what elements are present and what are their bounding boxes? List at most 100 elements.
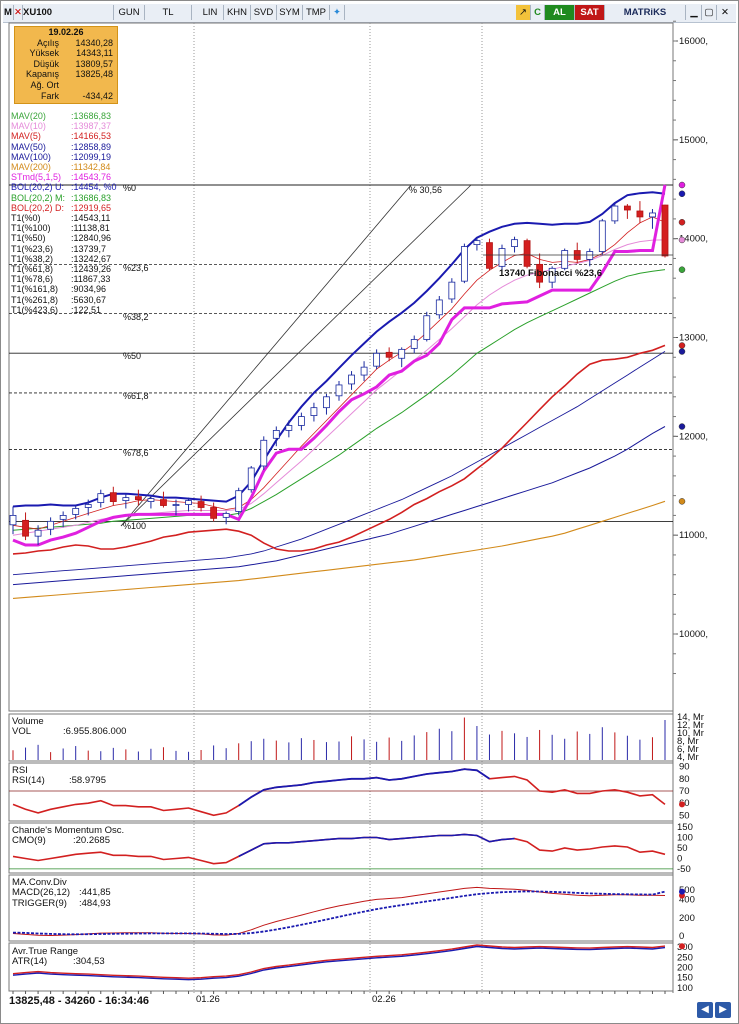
candle-body	[22, 519, 29, 537]
candle-body	[210, 507, 218, 519]
symbol-field[interactable]: XU100	[23, 5, 114, 20]
volume-sub: VOL	[12, 726, 31, 737]
svd-button[interactable]: SVD	[251, 5, 277, 20]
candle-body	[72, 508, 80, 515]
cmo-tick-label: 0	[677, 853, 682, 864]
ohlc-info-box: 19.02.26 Açılış 14340,28 Yüksek 14343,11 D…	[14, 26, 118, 104]
legend-item: T1(%261,8):5630,67	[11, 295, 117, 305]
tmp-button[interactable]: TMP	[303, 5, 330, 20]
candle-body	[185, 500, 192, 505]
candle-body	[511, 239, 518, 247]
lin-button[interactable]: LIN	[197, 5, 224, 20]
candle-body	[9, 515, 17, 526]
legend-name: MAV(100)	[11, 151, 51, 162]
legend-item: MAV(20):13686,83	[11, 111, 117, 121]
legend-name: MAV(200)	[11, 162, 51, 173]
legend-item: MAV(5):14166,53	[11, 131, 117, 141]
legend-item: BOL(20,2) D::12919,65	[11, 203, 117, 213]
maximize-icon[interactable]: ▢	[702, 5, 717, 20]
legend-item: T1(%61,8):12439,26	[11, 264, 117, 274]
atr-title: Avr.True Range	[12, 946, 78, 957]
menu-m-icon[interactable]: M	[3, 5, 14, 20]
period-gun-button[interactable]: GUN	[114, 5, 145, 20]
legend-item: MAV(200):11342,84	[11, 162, 117, 172]
legend-item: MAV(10):13987,37	[11, 121, 117, 131]
atr-sub: ATR(14)	[12, 956, 47, 967]
legend-name: T1(%50)	[11, 233, 46, 244]
rsi-sub: RSI(14)	[12, 775, 45, 786]
info-value: 14340,28	[75, 37, 113, 48]
indicator-panel-frame	[8, 874, 674, 942]
khn-button[interactable]: KHN	[224, 5, 251, 20]
info-row: Açılış 14340,28	[15, 38, 117, 49]
volume-value: :6.955.806.000	[63, 726, 126, 737]
candle-body	[423, 315, 431, 340]
indicator-marker	[678, 236, 686, 244]
macd-tick-label: 0	[679, 931, 684, 942]
fib-level-label: %61,8	[123, 391, 149, 401]
scroll-right-icon[interactable]: ▶	[715, 1002, 731, 1018]
candle-body	[122, 497, 130, 501]
candle-body	[460, 246, 468, 282]
legend-value: :14543,76	[71, 172, 112, 183]
legend-name: T1(%0)	[11, 213, 41, 224]
indicator-panel-frame	[8, 822, 674, 874]
cmo-sub: CMO(9)	[12, 835, 46, 846]
sell-sat-button[interactable]: SAT	[575, 5, 605, 20]
candle-body	[310, 407, 318, 416]
legend-value: :13739,7	[71, 243, 107, 254]
legend-name: BOL(20,2) D:	[11, 202, 65, 213]
legend-item: T1(%78,6):11867,33	[11, 274, 117, 284]
alert-icon[interactable]: ↗	[516, 5, 531, 20]
legend-name: T1(%78,6)	[11, 274, 54, 285]
candle-body	[548, 267, 556, 283]
legend-value: :13242,67	[71, 253, 112, 264]
info-date: 19.02.26	[48, 27, 84, 37]
legend-name: T1(%423,6)	[11, 304, 59, 315]
info-row: Fark -434,42	[15, 91, 117, 102]
fibonacci-annotation: 13740 Fibonacci %23,6	[499, 268, 602, 279]
supertrend-line	[12, 184, 667, 547]
twitter-icon[interactable]: ✦	[330, 5, 345, 20]
candle-body	[59, 515, 67, 520]
candle-body	[285, 425, 293, 431]
atr-tick-label: 300	[677, 942, 693, 953]
candle-body	[523, 240, 531, 267]
candle-body	[172, 504, 180, 506]
macd-line	[12, 886, 666, 937]
mav50-line	[12, 351, 666, 576]
fib-level-label: %100	[123, 521, 146, 531]
volume-tick-label: 8, Mr	[677, 736, 699, 747]
candle-body	[561, 250, 569, 269]
indicator-marker	[678, 342, 686, 349]
mav100-line	[12, 426, 666, 586]
info-row: Düşük 13809,57	[15, 59, 117, 70]
legend-name: T1(%100)	[11, 223, 51, 234]
legend-value: :9034,96	[71, 284, 107, 295]
candle-body	[498, 248, 506, 267]
minimize-icon[interactable]: ▁	[687, 5, 702, 20]
close-window-icon[interactable]: ✕	[721, 7, 729, 18]
scroll-left-icon[interactable]: ◀	[697, 1002, 713, 1018]
trigger-value: :484,93	[79, 898, 111, 909]
legend-name: BOL(20,2) M:	[11, 192, 66, 203]
macd-value: :441,85	[79, 887, 111, 898]
currency-tl-button[interactable]: TL	[145, 5, 192, 20]
cmo-title: Chande's Momentum Osc.	[12, 825, 124, 836]
info-key: Fark	[41, 90, 59, 101]
atr-value: :304,53	[73, 956, 105, 967]
indicator-marker	[678, 181, 686, 189]
info-value: 14343,11	[76, 48, 113, 59]
close-symbol-icon[interactable]: ✕	[14, 5, 23, 20]
candle-body	[97, 493, 105, 503]
legend-value: :5630,67	[71, 294, 107, 305]
legend-name: STmd(5,1,5)	[11, 172, 62, 183]
scroll-buttons: ◀ ▶	[697, 1002, 733, 1018]
sym-button[interactable]: SYM	[277, 5, 303, 20]
refresh-icon[interactable]: C	[531, 5, 545, 20]
legend-name: MAV(20)	[11, 111, 46, 121]
legend-value: :122,51	[71, 304, 102, 315]
buy-al-button[interactable]: AL	[545, 5, 575, 20]
candle-body	[197, 501, 205, 508]
